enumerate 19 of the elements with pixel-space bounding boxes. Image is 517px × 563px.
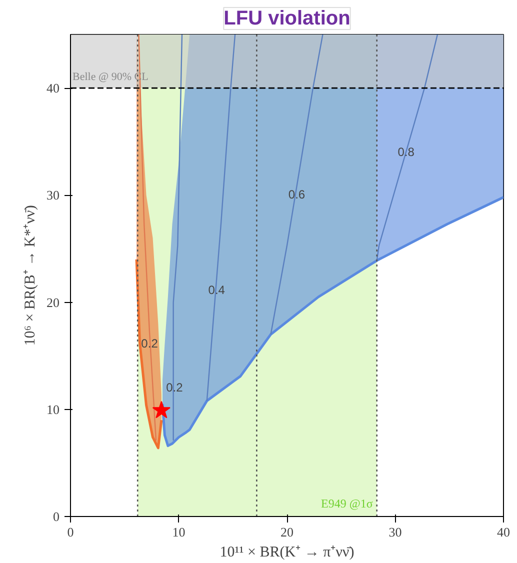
y-axis-title: 10⁶ × BR(B⁺ → K*⁺νν̄) <box>22 205 38 346</box>
y-tick-label: 40 <box>46 80 60 96</box>
band-label: E949 @1σ <box>321 496 374 510</box>
x-tick-label: 0 <box>67 524 74 540</box>
annotation: 0.8 <box>398 144 415 159</box>
annotation: 0.4 <box>208 282 226 297</box>
annotation: 0.6 <box>288 188 306 202</box>
annotation: 0.2 <box>166 380 184 394</box>
x-tick-label: 10 <box>172 524 186 540</box>
y-tick-label: 10 <box>46 402 60 417</box>
chart-title: LFU violation <box>224 8 350 30</box>
x-tick-label: 20 <box>280 524 294 540</box>
annotation: 0.2 <box>141 336 158 350</box>
y-tick-label: 20 <box>46 294 60 310</box>
x-axis-title: 10¹¹ × BR(K⁺ → π⁺νν̄) <box>220 544 354 560</box>
x-tick-label: 30 <box>388 524 402 540</box>
y-tick-label: 0 <box>53 509 60 524</box>
y-tick-label: 30 <box>46 188 60 203</box>
x-tick-label: 40 <box>497 524 510 540</box>
